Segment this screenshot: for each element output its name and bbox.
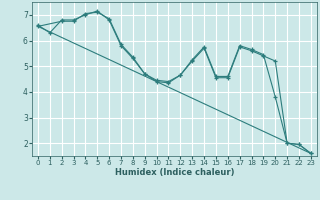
X-axis label: Humidex (Indice chaleur): Humidex (Indice chaleur) [115, 168, 234, 177]
